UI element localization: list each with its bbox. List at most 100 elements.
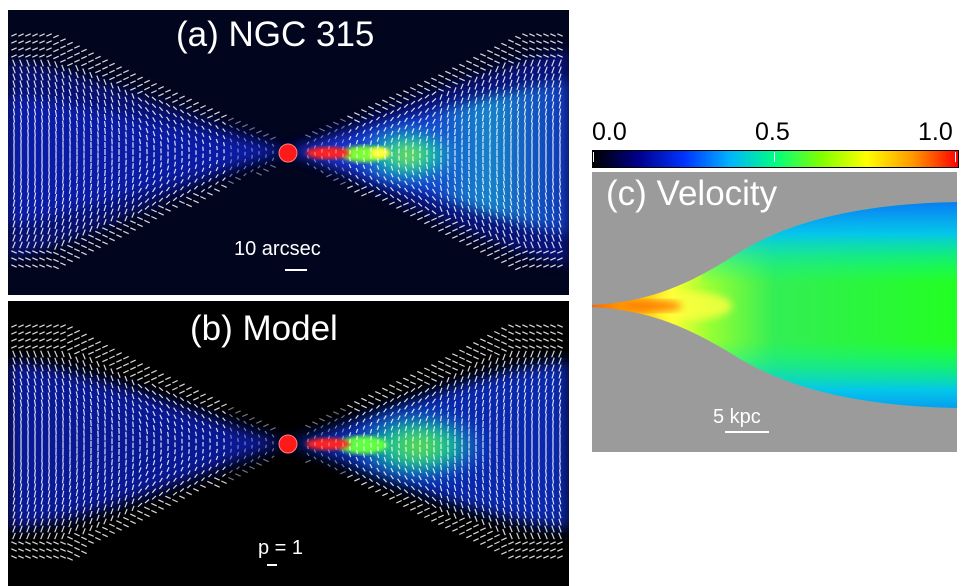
polarization-vector — [529, 331, 535, 335]
polarization-vector — [403, 90, 409, 94]
polarization-vector — [139, 453, 141, 459]
polarization-vector — [341, 456, 345, 461]
polarization-vector — [467, 491, 471, 498]
polarization-vector — [482, 121, 484, 129]
polarization-vector — [221, 114, 227, 118]
polarization-vector — [172, 92, 178, 96]
polarization-vector — [33, 518, 37, 526]
polarization-vector — [271, 434, 275, 438]
polarization-vector — [495, 406, 499, 413]
polarization-vector — [61, 364, 65, 372]
polarization-vector — [438, 374, 444, 379]
polarization-vector — [230, 448, 232, 453]
polarization-vector — [208, 424, 212, 429]
polarization-vector — [124, 473, 128, 480]
polarization-vector — [151, 383, 157, 388]
polarization-vector — [551, 227, 555, 235]
polarization-vector — [117, 107, 121, 113]
polarization-vector — [557, 555, 563, 559]
polarization-vector — [509, 205, 513, 213]
polarization-vector — [18, 555, 24, 559]
polarization-vector — [347, 474, 353, 479]
polarization-vector — [417, 97, 423, 102]
polarization-vector — [320, 431, 324, 436]
polarization-vector — [481, 497, 485, 505]
polarization-vector — [13, 178, 15, 186]
polarization-vector — [123, 69, 129, 74]
polarization-vector — [88, 351, 94, 355]
polarization-vector — [165, 488, 171, 493]
polarization-vector — [538, 122, 540, 130]
polarization-vector — [481, 212, 485, 220]
polarization-vector — [11, 33, 17, 37]
polarization-vector — [424, 94, 430, 99]
polarization-vector — [117, 191, 121, 197]
polarization-vector — [61, 64, 65, 72]
polarization-vector — [144, 366, 150, 371]
polarization-vector — [447, 460, 449, 467]
polarization-vector — [117, 114, 121, 120]
polarization-vector — [348, 171, 352, 176]
polarization-vector — [208, 185, 212, 189]
polarization-vector — [26, 532, 30, 540]
polarization-vector — [348, 122, 352, 126]
polarization-vector — [109, 523, 115, 528]
polarization-vector — [19, 490, 23, 498]
polarization-vector — [13, 469, 15, 477]
polarization-vector — [482, 128, 484, 136]
polarization-vector — [390, 404, 394, 410]
polarization-vector — [347, 115, 353, 119]
polarization-vector — [487, 245, 493, 250]
polarization-vector — [173, 133, 177, 139]
polarization-vector — [12, 199, 16, 207]
polarization-vector — [131, 121, 135, 127]
polarization-vector — [454, 171, 456, 177]
polarization-vector — [76, 412, 78, 419]
polarization-vector — [82, 75, 86, 82]
polarization-vector — [145, 183, 149, 190]
polarization-vector — [110, 515, 114, 522]
polarization-vector — [123, 76, 129, 81]
polarization-vector — [11, 548, 17, 552]
polarization-vector — [67, 244, 73, 249]
polarization-vector — [151, 495, 157, 500]
polarization-vector — [403, 194, 409, 200]
polarization-vector — [440, 415, 442, 422]
polarization-vector — [403, 398, 409, 403]
polarization-vector — [27, 413, 29, 421]
polarization-vector — [335, 156, 337, 161]
polarization-vector — [158, 484, 164, 490]
polarization-vector — [145, 463, 149, 470]
polarization-vector — [509, 219, 513, 227]
polarization-vector — [54, 75, 58, 82]
polarization-vector — [501, 259, 507, 264]
polarization-vector — [103, 106, 107, 114]
polarization-vector — [453, 506, 457, 512]
polarization-vector — [460, 90, 464, 97]
polarization-vector — [228, 406, 234, 411]
polarization-vector — [12, 532, 16, 540]
polarization-vector — [524, 462, 526, 470]
polarization-vector — [439, 492, 443, 499]
polarization-vector — [173, 126, 177, 132]
polarization-vector — [187, 133, 191, 138]
polarization-vector — [187, 140, 191, 145]
polarization-vector — [474, 508, 478, 515]
polarization-vector — [425, 170, 429, 177]
polarization-vector — [69, 471, 71, 479]
polarization-vector — [510, 462, 512, 470]
polarization-vector — [432, 125, 436, 132]
polarization-vector — [320, 459, 324, 464]
polarization-vector — [166, 165, 170, 171]
polarization-vector — [26, 483, 30, 491]
polarization-vector — [48, 129, 50, 137]
polarization-vector — [26, 206, 30, 214]
polarization-vector — [551, 392, 555, 400]
polarization-vector — [396, 93, 402, 97]
polarization-vector — [390, 418, 394, 424]
polarization-vector — [46, 257, 52, 261]
polarization-vector — [76, 127, 78, 135]
polarization-vector — [495, 191, 499, 199]
polarization-vector — [529, 47, 535, 51]
polarization-vector — [440, 129, 442, 135]
